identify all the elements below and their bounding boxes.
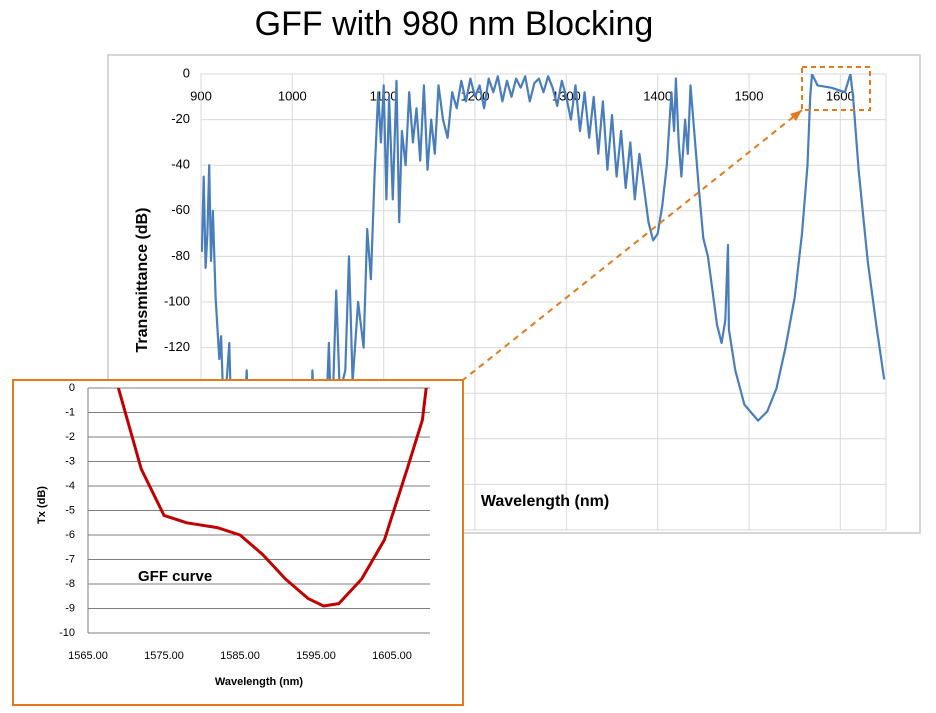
y-tick-label: -10 xyxy=(59,627,75,639)
y-tick-label: -100 xyxy=(164,293,190,308)
plot-border xyxy=(200,73,887,531)
y-tick-label: -80 xyxy=(171,248,190,263)
x-axis-label: Wavelength (nm) xyxy=(215,676,304,688)
x-tick-label: 1605.00 xyxy=(372,650,412,662)
y-tick-label: -4 xyxy=(65,480,75,492)
x-tick-label: 1595.00 xyxy=(296,650,336,662)
y-tick-label: -7 xyxy=(65,553,75,565)
y-axis-label: Transmittance (dB) xyxy=(134,208,151,353)
y-tick-label: 0 xyxy=(183,65,190,80)
x-tick-label: 1400 xyxy=(643,88,672,103)
chart-title: GFF with 980 nm Blocking xyxy=(255,5,654,43)
y-tick-label: -120 xyxy=(164,339,190,354)
x-tick-label: 1500 xyxy=(735,88,764,103)
y-tick-label: -2 xyxy=(65,431,75,443)
y-tick-label: -3 xyxy=(65,455,75,467)
zoom-arrowhead xyxy=(790,110,802,121)
annotation: GFF curve xyxy=(138,568,212,585)
y-tick-label: -40 xyxy=(171,157,190,172)
y-tick-label: -6 xyxy=(65,529,75,541)
x-tick-label: 1600 xyxy=(826,88,855,103)
x-tick-label: 1000 xyxy=(278,88,307,103)
y-tick-label: -9 xyxy=(65,602,75,614)
y-tick-label: -20 xyxy=(171,111,190,126)
y-tick-label: -1 xyxy=(65,406,75,418)
y-tick-label: -5 xyxy=(65,504,75,516)
x-axis-label: Wavelength (nm) xyxy=(481,493,609,510)
y-axis-label: Tx (dB) xyxy=(36,486,48,524)
y-tick-label: -8 xyxy=(65,578,75,590)
zoom-box xyxy=(801,66,871,111)
y-tick-label: 0 xyxy=(69,382,75,394)
y-tick-label: -60 xyxy=(171,202,190,217)
inset-chart: 0 -1 -2 -3 -4 -5 -6 -7 -8 -9 -10 1565.00 1575.00 1585… xyxy=(36,382,430,688)
data-line xyxy=(116,388,428,608)
x-tick-label: 1565.00 xyxy=(68,650,108,662)
x-tick-label: 1575.00 xyxy=(144,650,184,662)
x-tick-label: 1585.00 xyxy=(220,650,260,662)
